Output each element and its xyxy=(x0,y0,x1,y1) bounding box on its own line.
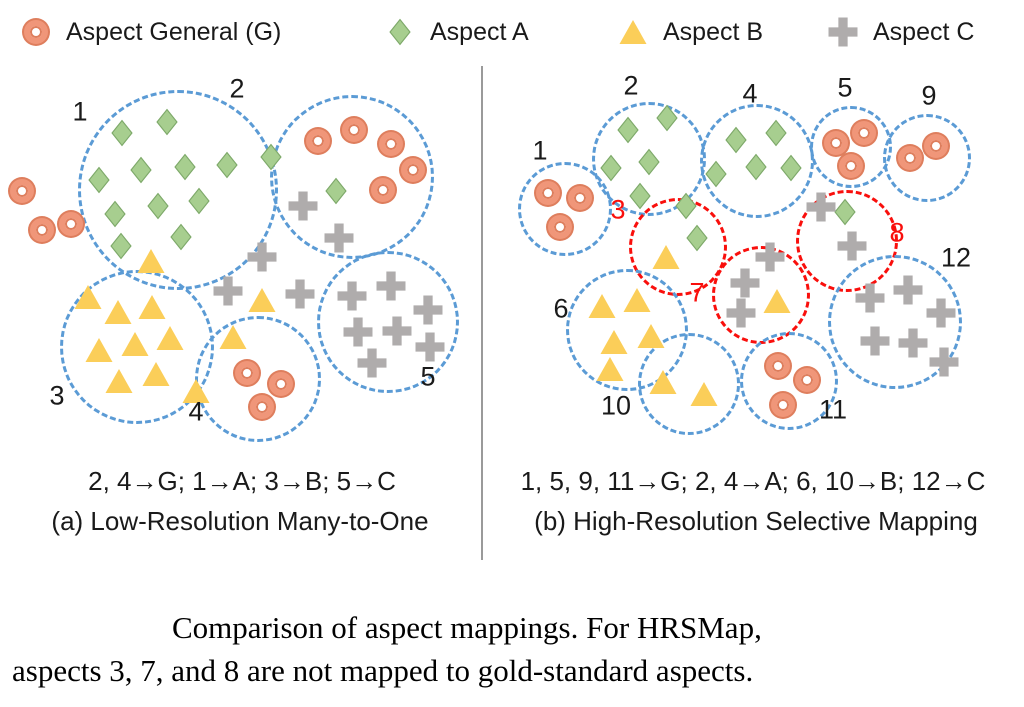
cluster-number-b-11: 11 xyxy=(818,394,848,425)
cluster-number-b-12: 12 xyxy=(940,242,972,273)
donut-marker xyxy=(342,118,366,142)
donut-marker xyxy=(548,215,572,239)
donut-marker xyxy=(898,146,922,170)
cluster-number-a-5: 5 xyxy=(420,361,436,392)
cluster-b-11 xyxy=(740,332,838,430)
plus-icon xyxy=(825,10,861,54)
figure-caption-line2: aspects 3, 7, and 8 are not mapped to go… xyxy=(12,653,754,689)
cluster-b-6 xyxy=(566,269,688,391)
legend-label: Aspect B xyxy=(663,17,764,46)
cluster-number-b-4: 4 xyxy=(742,78,758,109)
cluster-number-a-3: 3 xyxy=(49,380,65,411)
triangle-icon xyxy=(615,10,651,54)
cluster-a-2 xyxy=(270,95,434,259)
donut-marker xyxy=(924,134,948,158)
donut-marker xyxy=(795,368,819,392)
donut-icon xyxy=(18,10,54,54)
cluster-number-b-9: 9 xyxy=(921,80,937,111)
cluster-number-a-1: 1 xyxy=(72,96,88,127)
donut-marker xyxy=(371,178,395,202)
cluster-a-4 xyxy=(195,316,321,442)
cluster-number-b-3: 3 xyxy=(610,194,626,225)
donut-marker xyxy=(10,179,34,203)
cluster-number-b-5: 5 xyxy=(837,72,853,103)
legend-label: Aspect General (G) xyxy=(66,17,282,46)
cluster-b-10 xyxy=(638,333,740,435)
legend-label: Aspect A xyxy=(430,17,529,46)
plus-marker xyxy=(285,279,315,309)
legend: Aspect General (G) Aspect A Aspect B Asp… xyxy=(0,8,1024,56)
cluster-number-a-4: 4 xyxy=(188,396,204,427)
figure-caption: Comparison of aspect mappings. For HRSMa… xyxy=(0,606,1024,693)
panel-divider xyxy=(481,66,483,560)
donut-marker xyxy=(824,131,848,155)
legend-item-aspect-a: Aspect A xyxy=(382,8,529,56)
donut-marker xyxy=(379,132,403,156)
cluster-number-b-1: 1 xyxy=(532,135,548,166)
cluster-number-b-10: 10 xyxy=(600,390,632,421)
cluster-number-b-6: 6 xyxy=(553,293,569,324)
figure-caption-line1: Comparison of aspect mappings. For HRSMa… xyxy=(172,610,762,645)
legend-label: Aspect C xyxy=(873,17,975,46)
panel-caption-b: (b) High-Resolution Selective Mapping xyxy=(534,506,978,536)
cluster-number-a-2: 2 xyxy=(229,73,245,104)
donut-marker xyxy=(568,186,592,210)
cluster-number-b-7: 7 xyxy=(689,277,705,308)
cluster-b-12 xyxy=(828,255,962,389)
donut-marker xyxy=(269,372,293,396)
donut-marker xyxy=(30,218,54,242)
donut-marker xyxy=(536,181,560,205)
cluster-b-9 xyxy=(883,114,971,202)
donut-marker xyxy=(766,354,790,378)
panel-caption-a: (a) Low-Resolution Many-to-One xyxy=(51,506,429,536)
legend-item-aspect-b: Aspect B xyxy=(615,8,763,56)
mapping-text-b: 1, 5, 9, 11→G; 2, 4→A; 6, 10→B; 12→C xyxy=(520,466,986,496)
cluster-a-5 xyxy=(317,251,459,393)
cluster-number-b-2: 2 xyxy=(623,70,639,101)
diamond-icon xyxy=(382,10,418,54)
donut-marker xyxy=(839,154,863,178)
donut-marker xyxy=(852,121,876,145)
donut-marker xyxy=(250,395,274,419)
donut-marker xyxy=(59,212,83,236)
cluster-b-3 xyxy=(629,198,727,296)
legend-item-aspect-general: Aspect General (G) xyxy=(18,8,281,56)
donut-marker xyxy=(306,129,330,153)
cluster-b-1 xyxy=(518,162,612,256)
legend-item-aspect-c: Aspect C xyxy=(825,8,974,56)
donut-marker xyxy=(235,361,259,385)
donut-marker xyxy=(771,393,795,417)
cluster-number-b-8: 8 xyxy=(889,217,905,248)
mapping-text-a: 2, 4→G; 1→A; 3→B; 5→C xyxy=(88,466,396,496)
triangle-marker xyxy=(248,288,276,312)
donut-marker xyxy=(401,158,425,182)
